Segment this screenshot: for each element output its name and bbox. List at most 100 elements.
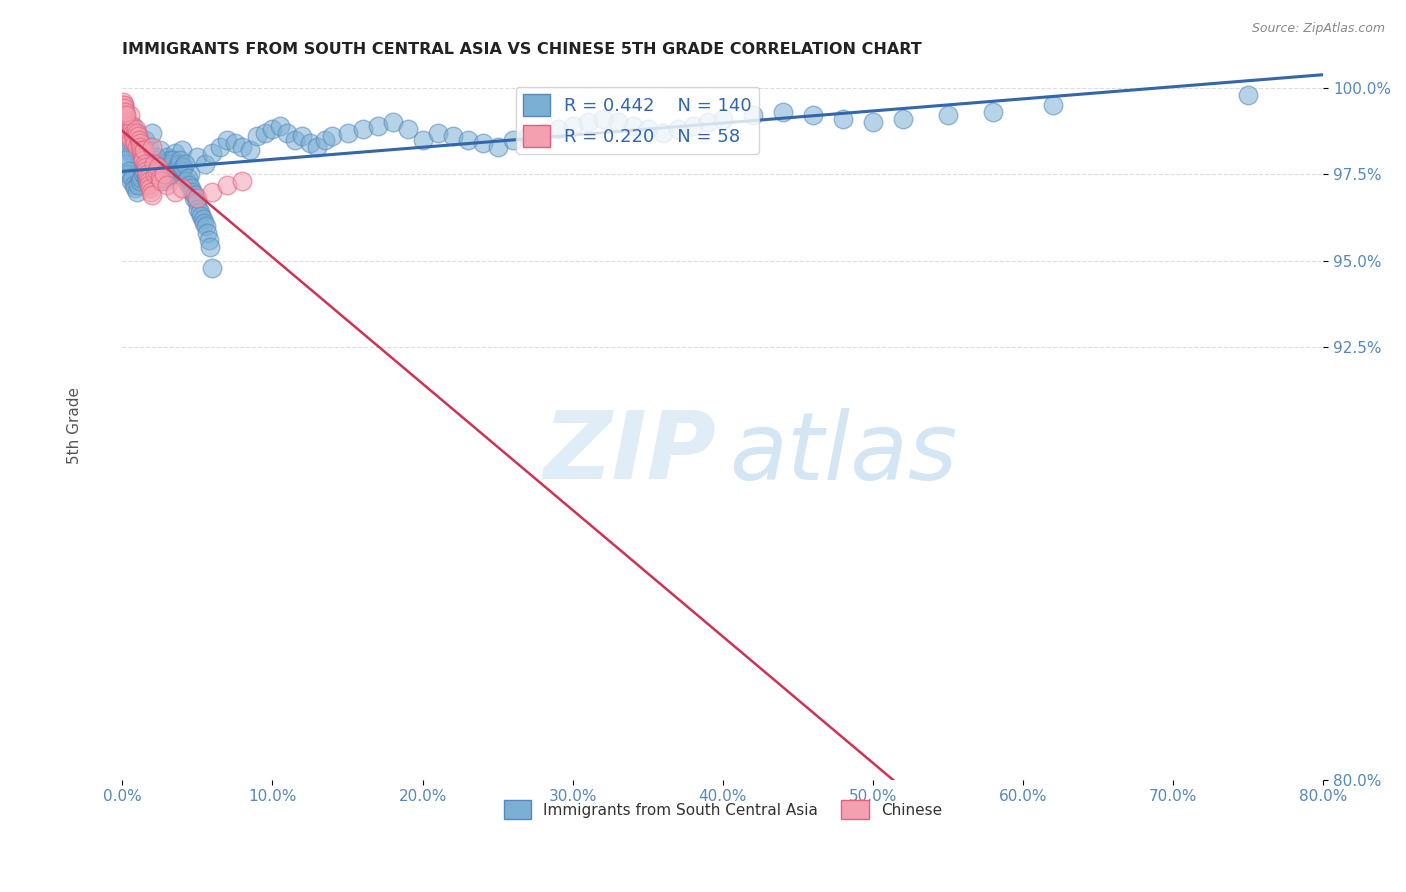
Point (134, 133, 156, 147)
Point (129, 170, 152, 185)
Point (114, 104, 136, 119)
Point (114, 157, 136, 171)
Point (121, 170, 143, 185)
Point (576, 115, 599, 129)
Point (160, 157, 183, 171)
Point (150, 170, 173, 185)
Point (352, 122, 374, 136)
Point (772, 104, 794, 119)
Point (801, 108, 824, 122)
Point (132, 143, 155, 157)
Point (336, 126, 359, 140)
Point (125, 185, 148, 199)
Point (124, 136, 146, 150)
Point (163, 167, 186, 181)
Point (114, 108, 136, 122)
Point (128, 174, 150, 188)
Point (122, 129, 145, 144)
Point (217, 178, 239, 192)
Point (224, 136, 246, 150)
Point (128, 157, 150, 171)
Point (217, 133, 239, 147)
Point (129, 139, 152, 153)
Point (129, 136, 152, 150)
Point (426, 126, 449, 140)
Point (127, 126, 149, 140)
Text: ZIP: ZIP (544, 408, 717, 500)
Point (121, 119, 143, 133)
Point (179, 167, 201, 181)
Point (412, 133, 434, 147)
Point (156, 150, 179, 164)
Point (231, 139, 253, 153)
Point (183, 191, 205, 205)
Point (269, 119, 291, 133)
Legend: Immigrants from South Central Asia, Chinese: Immigrants from South Central Asia, Chin… (498, 794, 948, 825)
Point (112, 98, 135, 112)
Point (141, 139, 163, 153)
Point (198, 240, 221, 254)
Point (516, 129, 538, 144)
Point (981, 104, 1004, 119)
Point (141, 126, 163, 140)
Point (128, 136, 150, 150)
Point (134, 157, 156, 171)
Point (145, 150, 167, 164)
Point (184, 188, 207, 202)
Point (1042, 98, 1064, 112)
Point (153, 157, 176, 171)
Point (138, 139, 160, 153)
Point (125, 167, 148, 181)
Point (547, 122, 569, 136)
Point (186, 150, 208, 164)
Point (117, 167, 139, 181)
Point (138, 178, 160, 192)
Point (135, 150, 157, 164)
Point (381, 115, 404, 129)
Point (163, 146, 186, 161)
Point (637, 122, 659, 136)
Point (531, 126, 554, 140)
Point (651, 126, 673, 140)
Point (862, 115, 884, 129)
Point (162, 153, 184, 168)
Point (262, 122, 284, 136)
Point (181, 185, 204, 199)
Point (190, 209, 212, 223)
Point (153, 170, 176, 185)
Point (194, 157, 217, 171)
Point (173, 157, 195, 171)
Point (120, 174, 142, 188)
Point (180, 181, 202, 195)
Point (131, 150, 153, 164)
Point (131, 153, 153, 168)
Point (136, 174, 159, 188)
Point (163, 185, 186, 199)
Point (120, 119, 142, 133)
Point (307, 139, 329, 153)
Point (118, 108, 141, 122)
Text: Source: ZipAtlas.com: Source: ZipAtlas.com (1251, 22, 1385, 36)
Point (136, 167, 159, 181)
Point (502, 133, 524, 147)
Point (136, 170, 159, 185)
Point (457, 133, 479, 147)
Point (122, 178, 145, 192)
Point (191, 212, 214, 227)
Point (201, 260, 224, 275)
Point (201, 185, 224, 199)
Point (186, 194, 208, 209)
Point (936, 108, 959, 122)
Point (142, 157, 165, 171)
Point (284, 133, 307, 147)
Point (157, 163, 180, 178)
Text: 5th Grade: 5th Grade (67, 386, 82, 464)
Point (172, 143, 194, 157)
Point (114, 104, 136, 119)
Point (117, 126, 139, 140)
Point (159, 161, 181, 175)
Point (132, 163, 155, 178)
Point (131, 146, 153, 161)
Point (148, 161, 170, 175)
Point (187, 202, 209, 216)
